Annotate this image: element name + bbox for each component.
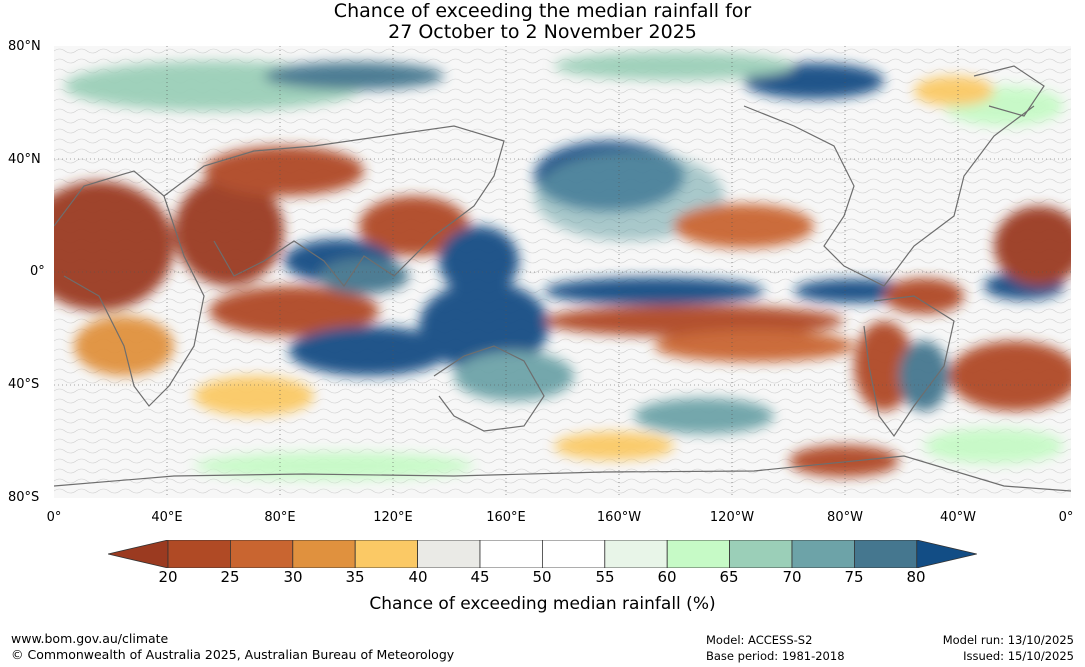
- lon-label-0-west: 0°: [46, 510, 62, 525]
- map-title-line1: Chance of exceeding the median rainfall …: [333, 0, 752, 22]
- colorbar-segment-6: [479, 540, 543, 568]
- field-south-ocean-orange: [554, 432, 674, 460]
- colorbar-tick-55: 55: [595, 568, 615, 586]
- field-maritime-wet: [419, 281, 549, 371]
- colorbar-segment-4: [354, 540, 418, 568]
- colorbar-tick-75: 75: [844, 568, 864, 586]
- field-philippines-wet: [439, 226, 519, 296]
- colorbar-segment-3: [292, 540, 356, 568]
- rainfall-probability-map: [54, 46, 1071, 498]
- footer-copyright: © Commonwealth of Australia 2025, Austra…: [11, 647, 455, 662]
- field-south-atlantic-dry: [949, 341, 1071, 411]
- lon-label-80e: 80°E: [264, 510, 296, 525]
- colorbar-tick-25: 25: [220, 568, 240, 586]
- field-sahara-dry: [54, 181, 174, 311]
- colorbar-segment-2: [230, 540, 294, 568]
- field-central-asia-dry: [204, 146, 364, 196]
- colorbar-tick-70: 70: [782, 568, 802, 586]
- lon-label-160e: 160°E: [486, 510, 526, 525]
- lat-label-40s: 40°S: [8, 377, 40, 392]
- colorbar-tick-35: 35: [345, 568, 365, 586]
- footer-model-run: Model run: 13/10/2025: [942, 633, 1074, 647]
- colorbar-segment-10: [729, 540, 793, 568]
- field-south-pacific-teal: [634, 398, 774, 434]
- field-south-green: [194, 452, 474, 480]
- colorbar-segment-11: [791, 540, 855, 568]
- coastlines: [54, 65, 1071, 492]
- colorbar-tick-30: 30: [283, 568, 303, 586]
- lat-label-0: 0°: [30, 264, 45, 279]
- colorbar-tick-65: 65: [719, 568, 739, 586]
- colorbar-segment-1: [167, 540, 231, 568]
- colorbar-tick-45: 45: [470, 568, 490, 586]
- graticule: [54, 46, 1071, 498]
- colorbar-arrow-low: [108, 540, 169, 568]
- field-south-green-2: [924, 428, 1064, 464]
- field-arabian-sea-dry: [209, 286, 379, 336]
- colorbar-tick-50: 50: [532, 568, 552, 586]
- field-east-pacific-dry: [654, 330, 854, 362]
- colorbar-title: Chance of exceeding median rainfall (%): [369, 594, 716, 614]
- coast-eurasia: [163, 125, 505, 288]
- field-arabia-dry: [174, 176, 284, 286]
- colorbar-segment-12: [854, 540, 918, 568]
- lon-label-40e: 40°E: [151, 510, 183, 525]
- lat-label-80s: 80°S: [8, 490, 40, 505]
- colorbar-tick-60: 60: [657, 568, 677, 586]
- colorbar-tick-20: 20: [158, 568, 178, 586]
- coast-greenland: [973, 65, 1045, 117]
- lon-label-120e: 120°E: [373, 510, 413, 525]
- field-caribbean-dry: [884, 278, 964, 314]
- coast-north-america: [743, 105, 1035, 287]
- colorbar-segment-7: [541, 540, 606, 568]
- colorbar-tick-80: 80: [906, 568, 926, 586]
- field-sio-orange: [194, 376, 314, 416]
- footer-site: www.bom.gov.au/climate: [11, 631, 169, 646]
- footer-base-period: Base period: 1981-2018: [706, 649, 845, 663]
- field-npac-teal: [534, 151, 724, 241]
- lon-label-160w: 160°W: [596, 510, 642, 525]
- colorbar-tick-40: 40: [408, 568, 428, 586]
- field-northpac-green: [554, 52, 794, 80]
- field-south-indian-wet: [289, 326, 449, 376]
- lon-label-40w: 40°W: [940, 510, 976, 525]
- colorbar: [108, 540, 977, 568]
- footer-issued: Issued: 15/10/2025: [963, 649, 1074, 663]
- coast-south-america: [863, 295, 955, 438]
- field-west-africa-dry: [994, 206, 1071, 286]
- coast-australia: [433, 345, 545, 432]
- lon-label-0-east: 0°: [1058, 510, 1074, 525]
- colorbar-arrow-high: [916, 540, 977, 568]
- lat-label-40n: 40°N: [8, 152, 41, 167]
- lat-label-80n: 80°N: [8, 39, 41, 54]
- field-arctic-blue: [264, 62, 444, 90]
- field-canada-orange: [914, 76, 994, 106]
- lon-label-120w: 120°W: [709, 510, 755, 525]
- field-bay-bengal-wet: [319, 258, 409, 294]
- field-south-america-dry: [854, 321, 914, 411]
- coast-africa: [54, 170, 205, 407]
- field-itcz-blue: [794, 279, 914, 303]
- footer-model: Model: ACCESS-S2: [706, 633, 813, 647]
- colorbar-segment-5: [417, 540, 481, 568]
- field-png-teal: [454, 351, 574, 401]
- field-npac-dry: [674, 204, 814, 248]
- field-china-dry: [359, 196, 469, 256]
- colorbar-segment-9: [666, 540, 731, 568]
- field-central-pacific-blue: [544, 277, 764, 305]
- field-eq-pacific-dry: [544, 305, 844, 337]
- coast-antarctica: [54, 455, 1071, 492]
- lon-label-80w: 80°W: [827, 510, 863, 525]
- field-antarctic-dry: [789, 445, 899, 477]
- field-brazil-teal: [899, 341, 949, 411]
- colorbar-segment-8: [604, 540, 668, 568]
- map-title-line2: 27 October to 2 November 2025: [388, 21, 697, 43]
